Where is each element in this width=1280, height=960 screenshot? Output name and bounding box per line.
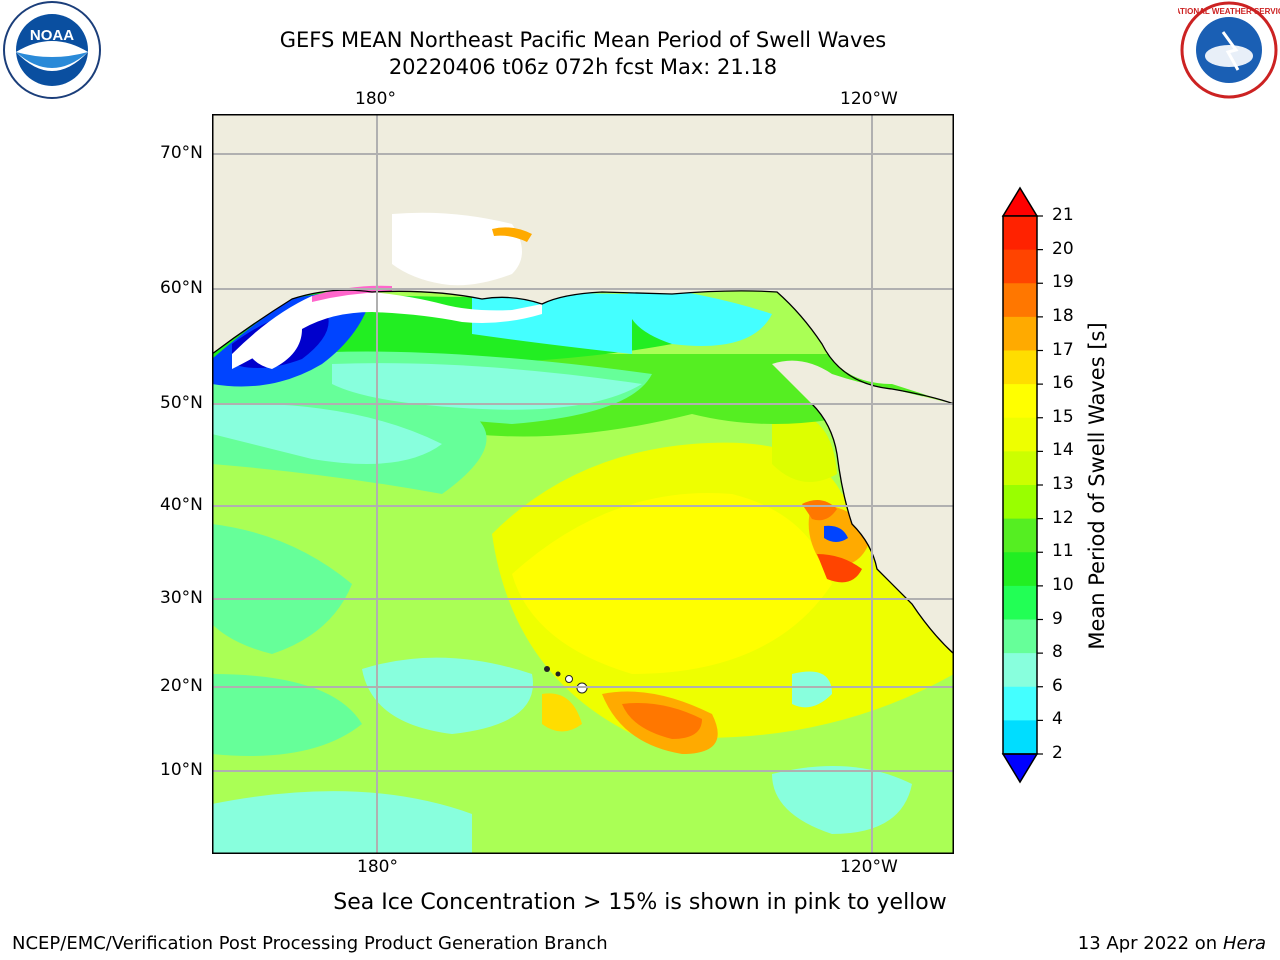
lat-label-30n: 30°N [160, 588, 203, 608]
colorbar-segment [1003, 216, 1037, 251]
footer-branch: NCEP/EMC/Verification Post Processing Pr… [12, 933, 608, 954]
colorbar-tick-label: 16 [1052, 373, 1074, 394]
svg-text:NATIONAL WEATHER SERVICE: NATIONAL WEATHER SERVICE [1178, 7, 1280, 16]
footer-date: 13 Apr 2022 on Hera [1078, 933, 1266, 954]
colorbar-tick-label: 19 [1052, 272, 1074, 293]
colorbar-segment [1003, 518, 1037, 553]
colorbar-tick-label: 10 [1052, 574, 1074, 595]
colorbar-tick-label: 20 [1052, 238, 1074, 259]
chart-subtitle: 20220406 t06z 072h fcst Max: 21.18 [388, 55, 778, 79]
colorbar-label: Mean Period of Swell Waves [s] [1085, 322, 1109, 650]
colorbar-tick-label: 6 [1052, 675, 1063, 696]
colorbar-tick-label: 2 [1052, 743, 1063, 763]
lat-label-40n: 40°N [160, 495, 203, 515]
sea-ice-note: Sea Ice Concentration > 15% is shown in … [333, 890, 947, 915]
colorbar-segment [1003, 485, 1037, 520]
colorbar [995, 185, 1045, 785]
map-panel [212, 114, 954, 854]
chart-title: GEFS MEAN Northeast Pacific Mean Period … [279, 28, 887, 52]
colorbar-segment [1003, 619, 1037, 654]
lat-label-60n: 60°N [160, 278, 203, 298]
colorbar-tick-label: 12 [1052, 507, 1074, 528]
colorbar-over-triangle [1001, 186, 1039, 217]
lat-label-50n: 50°N [160, 393, 203, 413]
lat-label-10n: 10°N [160, 760, 203, 780]
colorbar-tick-label: 11 [1052, 541, 1074, 562]
colorbar-segment [1003, 585, 1037, 620]
lon-label-top-120w: 120°W [840, 89, 898, 109]
colorbar-under-triangle [1001, 753, 1039, 784]
colorbar-tick-label: 4 [1052, 709, 1063, 730]
colorbar-segment [1003, 350, 1037, 385]
colorbar-segment [1003, 686, 1037, 721]
noaa-logo: NOAA [0, 0, 104, 100]
colorbar-tick-label: 17 [1052, 339, 1074, 360]
lat-label-70n: 70°N [160, 143, 203, 163]
swell-period-map [212, 114, 954, 854]
nws-logo: NATIONAL WEATHER SERVICE [1169, 0, 1280, 100]
land-north-america [772, 360, 954, 654]
graticule [212, 114, 954, 854]
colorbar-tick-label: 21 [1052, 205, 1074, 225]
colorbar-segment [1003, 417, 1037, 452]
colorbar-segment [1003, 653, 1037, 688]
lon-label-bottom-120w: 120°W [840, 857, 898, 877]
lat-label-20n: 20°N [160, 676, 203, 696]
lon-label-bottom-180: 180° [357, 857, 398, 877]
colorbar-tick-label: 14 [1052, 440, 1074, 461]
colorbar-segment [1003, 720, 1037, 755]
colorbar-segment [1003, 316, 1037, 351]
colorbar-tick-label: 9 [1052, 608, 1063, 629]
colorbar-tick-label: 13 [1052, 474, 1074, 494]
footer-machine: Hera [1222, 933, 1266, 954]
svg-text:NOAA: NOAA [30, 27, 74, 44]
colorbar-segment [1003, 249, 1037, 284]
colorbar-segment [1003, 552, 1037, 587]
colorbar-tick-label: 15 [1052, 406, 1074, 427]
land-alaska-siberia [212, 114, 954, 404]
footer-date-text: 13 Apr 2022 on [1077, 933, 1223, 954]
colorbar-segment [1003, 384, 1037, 419]
colorbar-tick-label: 8 [1052, 642, 1063, 663]
lon-label-top-180: 180° [355, 89, 396, 109]
colorbar-segment [1003, 283, 1037, 318]
colorbar-segment [1003, 451, 1037, 486]
colorbar-tick-label: 18 [1052, 305, 1074, 326]
